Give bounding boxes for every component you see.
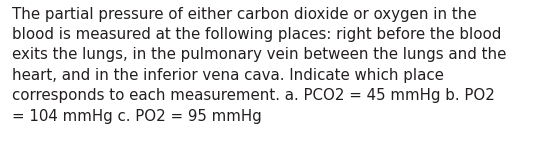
Text: The partial pressure of either carbon dioxide or oxygen in the
blood is measured: The partial pressure of either carbon di… <box>12 7 507 124</box>
